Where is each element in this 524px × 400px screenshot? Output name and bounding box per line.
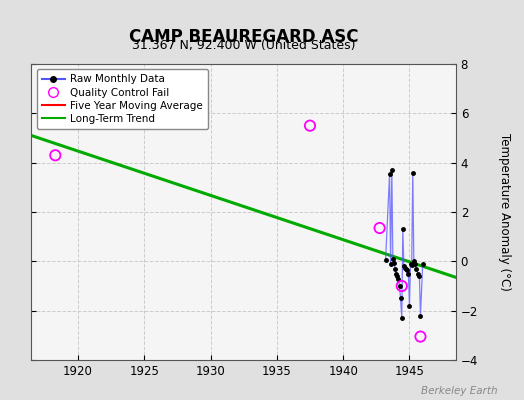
Point [51,152,60,158]
Y-axis label: Temperature Anomaly (°C): Temperature Anomaly (°C) [498,133,510,291]
Point [416,333,424,340]
Point [306,122,314,129]
Point [375,225,384,231]
Point [398,283,406,289]
Text: Berkeley Earth: Berkeley Earth [421,386,498,396]
Title: CAMP BEAUREGARD ASC: CAMP BEAUREGARD ASC [129,28,358,46]
Legend: Raw Monthly Data, Quality Control Fail, Five Year Moving Average, Long-Term Tren: Raw Monthly Data, Quality Control Fail, … [37,69,208,129]
Text: 31.367 N, 92.400 W (United States): 31.367 N, 92.400 W (United States) [132,39,355,52]
